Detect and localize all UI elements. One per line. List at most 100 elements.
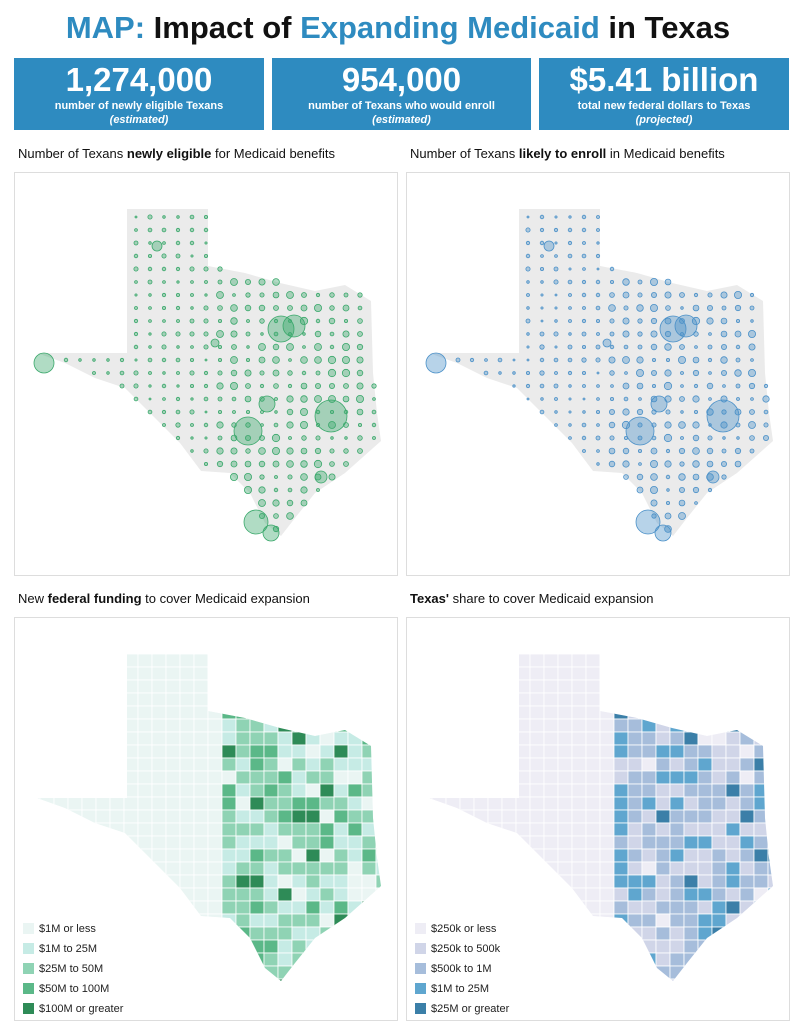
county — [557, 861, 573, 876]
county — [515, 848, 531, 863]
county — [431, 848, 447, 863]
county — [655, 822, 671, 837]
county — [473, 809, 489, 824]
county-bubble — [272, 291, 280, 299]
county — [557, 757, 573, 772]
county — [207, 679, 223, 694]
county — [627, 874, 643, 889]
county — [347, 731, 363, 746]
panel-title-before: New — [18, 591, 48, 606]
county — [39, 731, 55, 746]
county — [543, 900, 559, 915]
county-bubble — [286, 499, 294, 507]
county-bubble — [650, 369, 657, 376]
county-bubble — [595, 279, 601, 285]
county — [319, 679, 335, 694]
county — [739, 744, 755, 759]
county — [333, 848, 349, 863]
county — [515, 965, 531, 980]
county — [711, 654, 727, 668]
county — [235, 705, 251, 720]
county — [515, 757, 531, 772]
county — [193, 887, 209, 902]
county-bubble — [341, 355, 350, 364]
county — [487, 887, 503, 902]
county-bubble — [554, 241, 558, 245]
county — [165, 796, 181, 811]
county — [655, 809, 671, 824]
county — [697, 809, 713, 824]
county-bubble — [134, 293, 138, 297]
county-bubble — [650, 447, 658, 455]
county — [613, 692, 629, 707]
county — [221, 835, 237, 850]
county-bubble — [763, 383, 769, 389]
stat-label: total new federal dollars to Texas — [577, 100, 751, 112]
county — [753, 913, 769, 928]
county — [571, 692, 587, 707]
county — [459, 874, 475, 889]
county — [109, 744, 125, 759]
county — [291, 822, 307, 837]
county — [599, 874, 615, 889]
county — [739, 978, 755, 981]
county-bubble — [274, 410, 278, 414]
county-bubble — [722, 384, 726, 388]
county-bubble — [204, 241, 208, 245]
county-bubble — [581, 227, 587, 233]
legend-swatch — [415, 943, 426, 954]
county-bubble — [638, 397, 642, 401]
county-bubble — [680, 384, 684, 388]
county — [585, 770, 601, 785]
county — [557, 654, 573, 668]
county-bubble — [484, 358, 488, 362]
county-bubble — [526, 280, 530, 284]
county — [165, 939, 181, 954]
county — [333, 874, 349, 889]
county — [137, 848, 153, 863]
county-bubble — [735, 344, 741, 350]
county — [599, 809, 615, 824]
county — [39, 692, 55, 707]
county — [305, 783, 321, 798]
county — [95, 900, 111, 915]
county-bubble — [357, 422, 362, 427]
county-bubble — [749, 435, 755, 441]
county — [207, 822, 223, 837]
county — [109, 848, 125, 863]
county — [543, 926, 559, 941]
county — [277, 822, 293, 837]
county-bubble — [664, 369, 672, 377]
county-bubble — [106, 371, 110, 375]
county-bubble — [568, 293, 572, 297]
stat-box: 1,274,000 number of newly eligible Texans… — [14, 58, 264, 130]
county — [501, 809, 517, 824]
county — [193, 718, 209, 733]
county — [515, 679, 531, 694]
county-bubble — [189, 331, 195, 337]
county — [683, 770, 699, 785]
legend-swatch — [415, 923, 426, 934]
county — [193, 757, 209, 772]
county — [445, 887, 461, 902]
county — [263, 679, 279, 694]
county-bubble — [637, 422, 643, 428]
county-bubble — [455, 357, 461, 363]
county — [333, 679, 349, 694]
county-bubble — [567, 240, 573, 246]
county — [445, 848, 461, 863]
county — [319, 783, 335, 798]
county — [753, 822, 769, 837]
county — [501, 770, 517, 785]
county-bubble — [692, 486, 700, 494]
county — [543, 861, 559, 876]
county — [627, 952, 643, 967]
county-bubble — [175, 409, 181, 415]
county — [109, 666, 125, 681]
county — [613, 731, 629, 746]
county-bubble — [343, 461, 349, 467]
county — [277, 913, 293, 928]
county — [137, 744, 153, 759]
county — [431, 835, 447, 850]
